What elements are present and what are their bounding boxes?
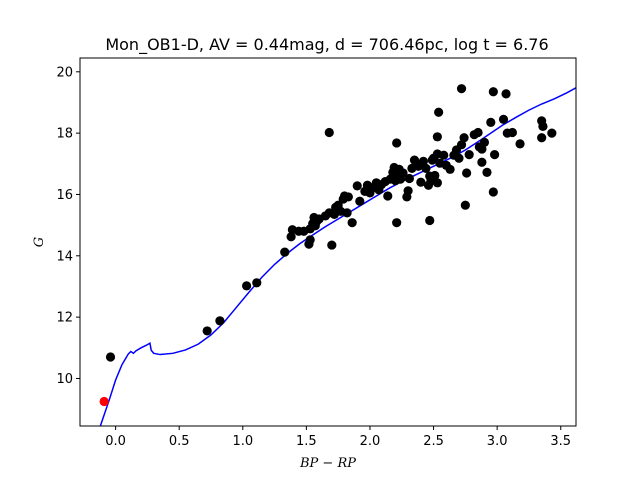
member-star-point [347, 218, 357, 228]
x-tick-label: 2.0 [360, 434, 381, 449]
member-star-point [456, 84, 467, 94]
member-star-point [464, 150, 474, 160]
member-star-point [202, 326, 212, 336]
member-star-point [498, 114, 509, 124]
member-star-point [280, 247, 290, 257]
x-tick-label: 1.0 [232, 434, 253, 449]
member-star-point [421, 163, 431, 173]
member-star-point [515, 139, 525, 149]
highlighted-star-point [99, 396, 109, 407]
member-star-point [477, 157, 487, 167]
member-star-point [486, 117, 496, 127]
y-tick-label: 20 [56, 65, 73, 80]
chart-title: Mon_OB1-D, AV = 0.44mag, d = 706.46pc, l… [105, 35, 548, 55]
member-star-point [432, 178, 442, 188]
y-tick-label: 10 [56, 372, 73, 387]
member-star-point [547, 128, 557, 138]
y-tick-label: 16 [56, 188, 73, 203]
member-star-point [392, 138, 402, 148]
member-star-point [482, 167, 492, 177]
member-star-point [105, 352, 116, 362]
member-star-point [352, 181, 362, 191]
member-star-point [456, 140, 467, 150]
isochrone-line [99, 87, 576, 426]
member-star-point [416, 177, 426, 187]
member-star-point [501, 89, 511, 99]
member-star-point [286, 232, 296, 242]
member-star-point [425, 215, 435, 226]
member-star-point [343, 192, 353, 202]
member-star-point [454, 153, 464, 163]
member-star-point [324, 127, 334, 138]
member-star-point [490, 150, 500, 160]
member-star-point [432, 132, 442, 142]
member-star-point [507, 127, 518, 138]
x-axis-label: BP − RP [299, 456, 356, 471]
x-axis: 0.0 0.5 1.0 1.5 2.0 2.5 3.0 3.5 [105, 426, 571, 449]
x-tick-label: 2.5 [423, 434, 444, 449]
member-star-point [392, 218, 402, 228]
member-star-point [439, 150, 449, 160]
member-star-point [459, 133, 469, 143]
member-star-point [355, 196, 365, 206]
y-tick-label: 12 [56, 311, 73, 326]
member-star-point [242, 281, 252, 291]
member-star-point [488, 87, 498, 97]
member-star-point [445, 164, 455, 174]
member-star-point [479, 137, 490, 147]
member-star-point [342, 208, 352, 218]
x-tick-label: 0.5 [169, 434, 190, 449]
member-star-point [434, 107, 444, 117]
x-tick-label: 1.5 [296, 434, 317, 449]
member-star-point [305, 235, 315, 245]
member-star-point [462, 168, 472, 178]
x-tick-label: 0.0 [105, 434, 126, 449]
y-tick-label: 18 [56, 127, 73, 142]
member-star-point [460, 200, 470, 210]
x-tick-label: 3.0 [487, 434, 508, 449]
member-star-point [398, 168, 408, 178]
member-star-point [404, 173, 414, 184]
member-star-point [418, 156, 428, 166]
member-star-point [430, 170, 440, 181]
member-star-point [252, 278, 262, 288]
member-star-point [537, 133, 547, 143]
y-axis-label: G [32, 237, 47, 247]
plot-area [99, 84, 576, 426]
plot-frame [79, 57, 577, 427]
y-tick-label: 14 [56, 249, 73, 264]
y-axis: 10 12 14 16 18 20 [56, 65, 80, 387]
member-star-point [538, 121, 548, 131]
member-star-point [473, 127, 483, 138]
member-star-point [383, 191, 393, 201]
member-star-point [403, 186, 413, 196]
member-star-point [327, 240, 337, 250]
member-star-point [215, 316, 225, 326]
member-star-point [488, 187, 498, 197]
x-tick-label: 3.5 [550, 434, 571, 449]
